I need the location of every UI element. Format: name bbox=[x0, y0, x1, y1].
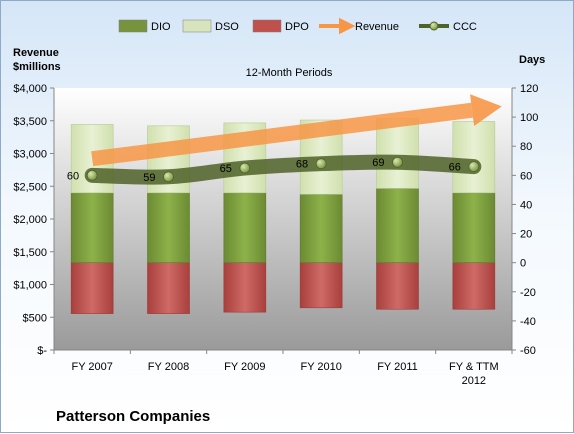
bar-dio bbox=[376, 188, 419, 263]
legend-item-revenue: Revenue bbox=[319, 17, 399, 35]
ccc-point bbox=[239, 162, 251, 174]
legend-swatch-dio bbox=[118, 19, 148, 33]
legend-label-ccc: CCC bbox=[453, 21, 477, 33]
revenue-arrow-shaft bbox=[91, 102, 474, 167]
legend-arrowhead-revenue bbox=[339, 19, 352, 33]
left-tick-label: $4,000 bbox=[13, 83, 47, 95]
ccc-point bbox=[163, 171, 174, 183]
left-tick-label: $2,500 bbox=[13, 181, 47, 193]
ccc-data-label: 59 bbox=[143, 172, 155, 184]
legend-label-dio: DIO bbox=[151, 21, 171, 33]
legend-item-dso: DSO bbox=[182, 19, 239, 33]
bar-series-group bbox=[70, 118, 496, 314]
legend-label-dso: DSO bbox=[215, 21, 239, 33]
right-tick-label: 100 bbox=[520, 112, 538, 124]
right-tick-label: 60 bbox=[520, 170, 532, 182]
right-tick-label: -40 bbox=[520, 316, 536, 328]
legend-item-dpo: DPO bbox=[252, 19, 309, 33]
bar-dio bbox=[299, 193, 343, 263]
x-tick-label: FY & TTM bbox=[449, 361, 499, 373]
line-series-group: 60 59 65 68 69 66 bbox=[67, 94, 502, 185]
bar-dpo bbox=[299, 262, 343, 309]
bar-dpo bbox=[376, 262, 419, 310]
company-name: Patterson Companies bbox=[56, 408, 210, 425]
right-tick-label: 0 bbox=[520, 258, 526, 270]
ccc-data-label: 68 bbox=[296, 159, 308, 171]
ccc-data-label: 65 bbox=[220, 163, 232, 175]
ccc-data-label: 66 bbox=[449, 162, 461, 174]
left-axis-label-line1: Revenue bbox=[13, 47, 59, 59]
ccc-point bbox=[392, 156, 403, 168]
bar-dio bbox=[452, 192, 496, 263]
bar-dso bbox=[452, 121, 496, 194]
revenue-arrowhead bbox=[470, 94, 502, 127]
legend-swatch-dso bbox=[182, 19, 212, 33]
left-tick-label: $- bbox=[37, 345, 47, 357]
legend-marker-ccc bbox=[429, 21, 439, 31]
x-tick-label-line2: 2012 bbox=[462, 375, 486, 387]
left-tick-label: $2,000 bbox=[13, 214, 47, 226]
right-tick-label: -20 bbox=[520, 287, 536, 299]
axes-group: $- $500 $1,000 $1,500 $2,000 $2,500 $3,000 $3,5… bbox=[13, 83, 538, 387]
legend: DIO DSO DPO Revenue CCC bbox=[118, 17, 477, 35]
ccc-line bbox=[84, 154, 482, 185]
x-tick-label: FY 2007 bbox=[71, 361, 112, 373]
x-tick-label: FY 2010 bbox=[300, 361, 341, 373]
legend-item-dio: DIO bbox=[118, 19, 171, 33]
left-tick-label: $3,500 bbox=[13, 116, 47, 128]
right-tick-label: 20 bbox=[520, 229, 532, 241]
ccc-point bbox=[86, 169, 98, 181]
x-tick-label: FY 2008 bbox=[148, 361, 189, 373]
bar-dio bbox=[70, 192, 114, 263]
bar-dpo bbox=[147, 262, 190, 314]
ccc-data-label: 60 bbox=[67, 170, 79, 182]
bar-dio bbox=[147, 192, 190, 263]
right-axis-label: Days bbox=[519, 54, 545, 66]
ccc-point bbox=[468, 161, 480, 173]
left-tick-label: $3,000 bbox=[13, 149, 47, 161]
legend-label-revenue: Revenue bbox=[355, 21, 399, 33]
right-tick-label: 80 bbox=[520, 141, 532, 153]
ccc-point bbox=[315, 158, 327, 170]
bar-dpo bbox=[452, 262, 496, 310]
right-tick-label: 40 bbox=[520, 199, 532, 211]
left-tick-label: $1,000 bbox=[13, 280, 47, 292]
right-tick-label: 120 bbox=[520, 83, 538, 95]
legend-item-ccc: CCC bbox=[419, 21, 477, 33]
left-tick-label: $500 bbox=[23, 312, 47, 324]
x-tick-label: FY 2009 bbox=[224, 361, 265, 373]
bar-dpo bbox=[223, 262, 267, 313]
ccc-data-label: 69 bbox=[372, 157, 384, 169]
bar-dpo bbox=[70, 262, 114, 314]
legend-swatch-dpo bbox=[252, 19, 282, 33]
legend-label-dpo: DPO bbox=[285, 21, 309, 33]
bar-dio bbox=[223, 192, 267, 263]
x-tick-label: FY 2011 bbox=[377, 361, 418, 373]
left-axis-label-line2: $millions bbox=[13, 61, 61, 73]
left-tick-label: $1,500 bbox=[13, 247, 47, 259]
right-tick-label: -60 bbox=[520, 345, 536, 357]
chart-title: 12-Month Periods bbox=[246, 67, 333, 79]
